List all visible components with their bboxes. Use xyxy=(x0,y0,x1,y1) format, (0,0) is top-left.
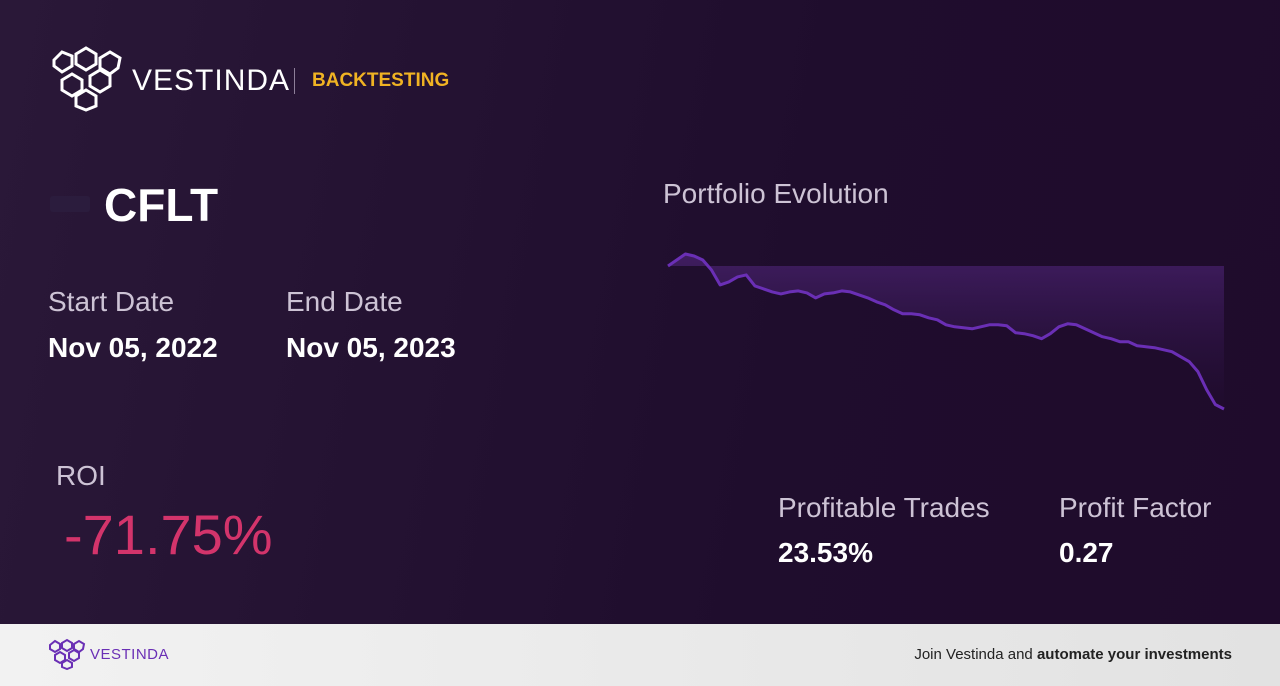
roi-value: -71.75% xyxy=(64,503,273,566)
ticker: CFLT xyxy=(104,179,219,231)
area-fill xyxy=(668,254,1224,409)
footer-cta: Join Vestinda and automate your investme… xyxy=(914,646,1232,663)
brand: VESTINDA xyxy=(132,64,291,97)
roi-label: ROI xyxy=(56,460,106,491)
footer: VESTINDA Join Vestinda and automate your… xyxy=(0,624,1280,686)
ticker-icon xyxy=(50,196,90,212)
chart xyxy=(667,252,1225,411)
profitable-trades-label: Profitable Trades xyxy=(778,492,990,523)
logo-icon xyxy=(52,46,122,112)
section: BACKTESTING xyxy=(312,70,450,91)
footer-brand: VESTINDA xyxy=(90,646,170,663)
portfolio-line xyxy=(667,252,1225,411)
profitable-trades: 23.53% xyxy=(778,537,873,568)
cta-bold: automate your investments xyxy=(1036,646,1232,663)
profit-factor: 0.27 xyxy=(1059,537,1114,568)
chart-title: Portfolio Evolution xyxy=(663,178,889,209)
footer-logo-icon xyxy=(49,638,86,670)
end-date-label: End Date xyxy=(286,286,403,317)
end-date: Nov 05, 2023 xyxy=(286,332,456,363)
start-date: Nov 05, 2022 xyxy=(48,332,218,363)
start-date-label: Start Date xyxy=(48,286,175,317)
divider xyxy=(294,68,295,94)
profit-factor-label: Profit Factor xyxy=(1059,492,1212,523)
cta-text: Join Vestinda and xyxy=(914,646,1037,663)
